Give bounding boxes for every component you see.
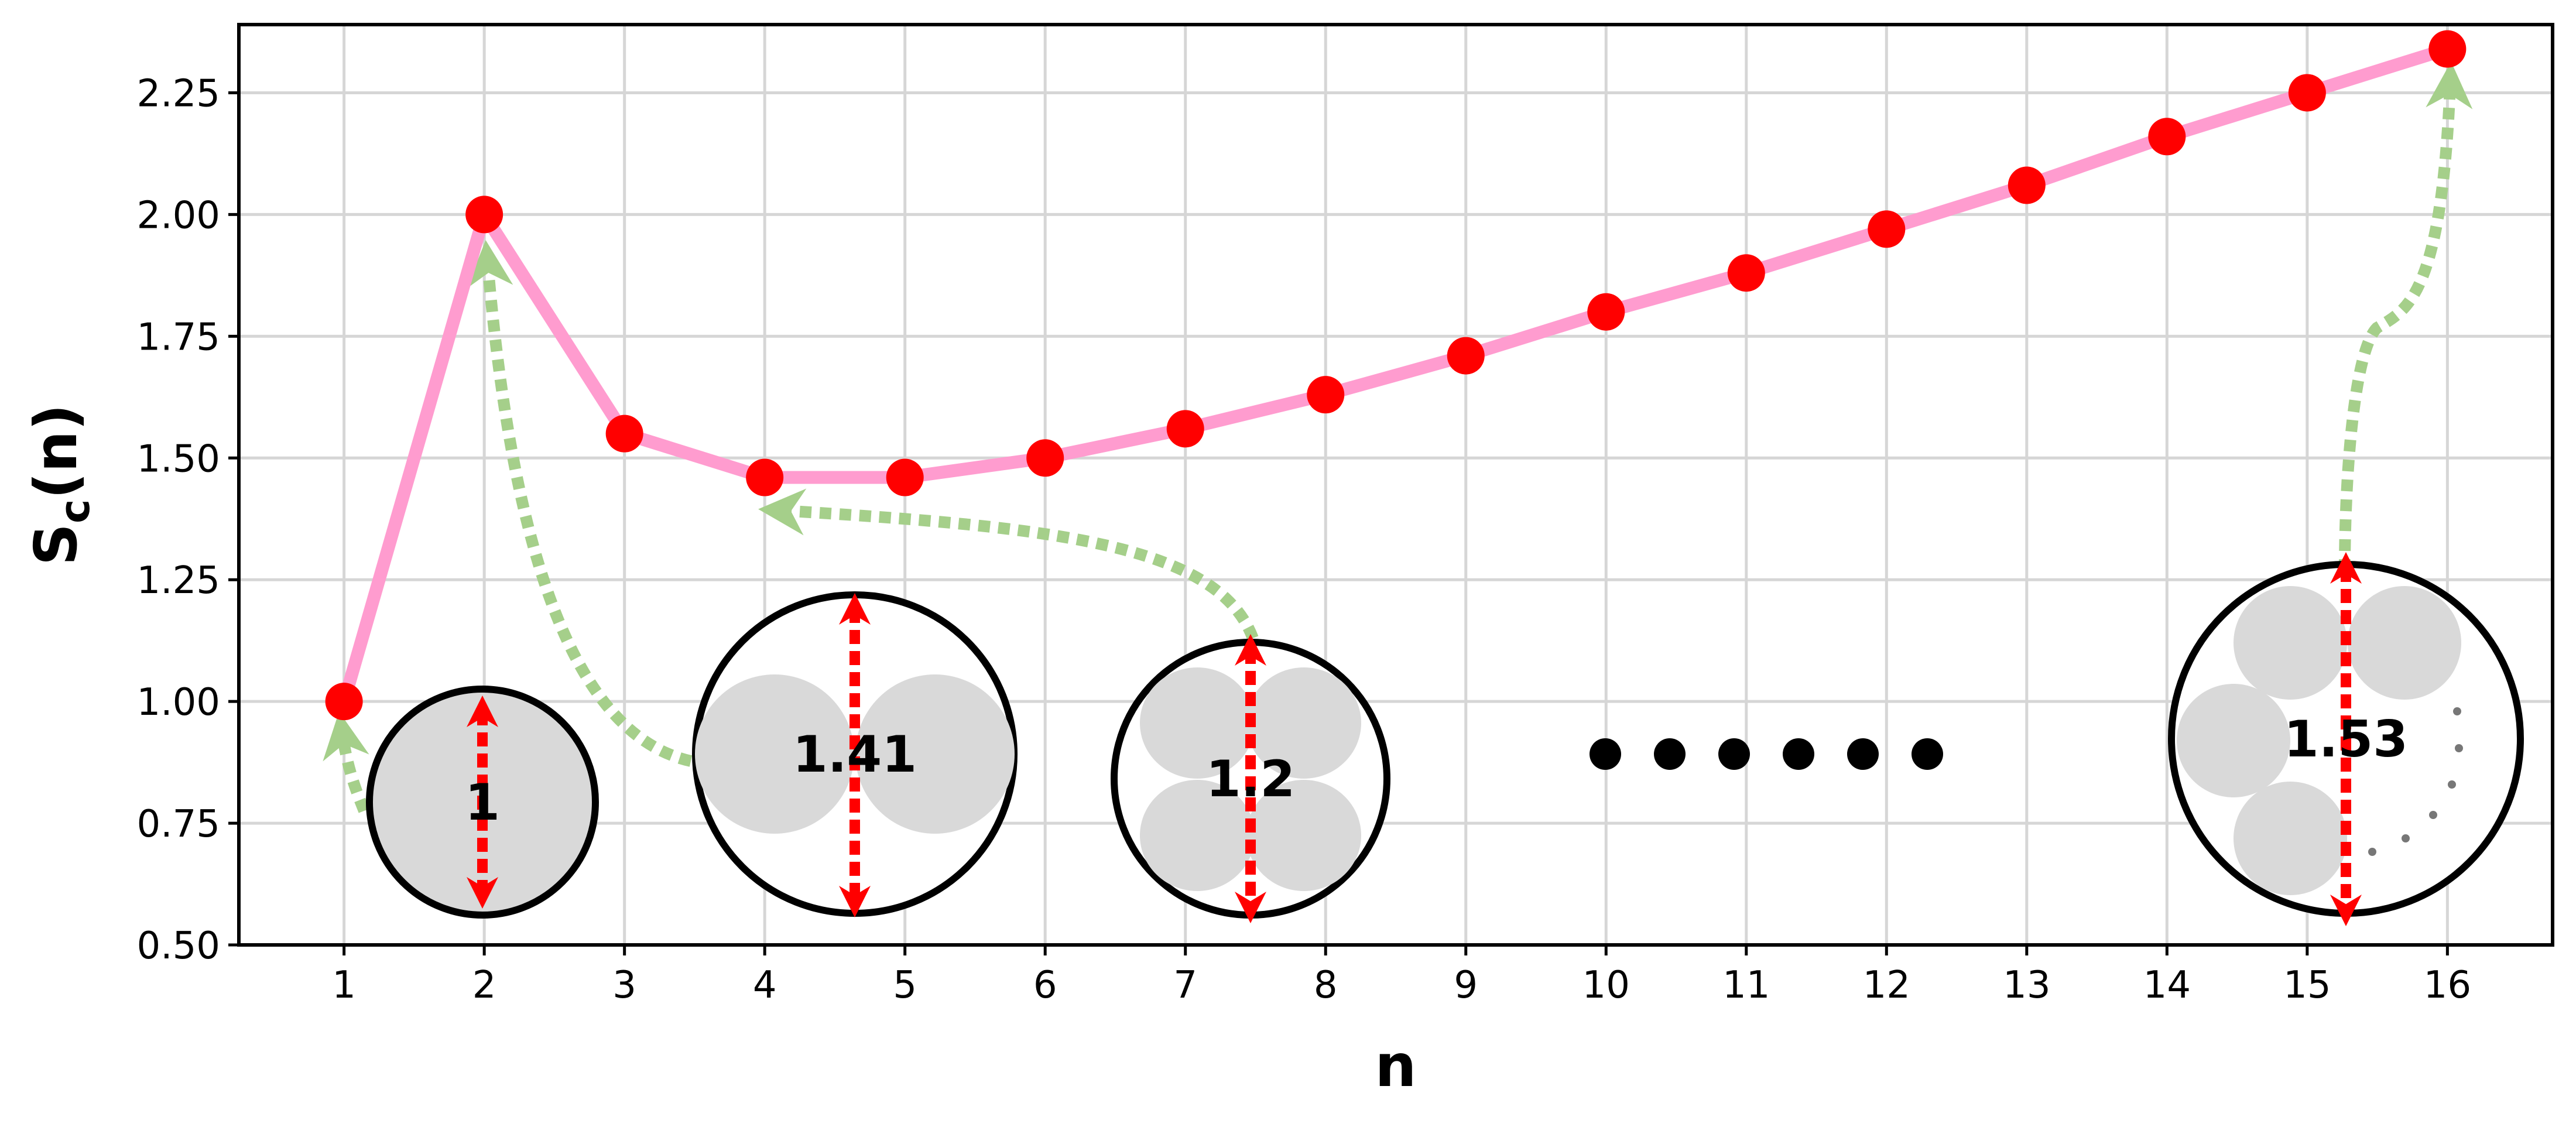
- annotation-arrow-1-2: [758, 488, 1259, 640]
- y-tick-label: 1.00: [137, 681, 221, 724]
- data-point: [1307, 376, 1345, 414]
- x-tick-label: 14: [2143, 964, 2191, 1007]
- diameter-label: 1.41: [793, 725, 917, 784]
- packed-disk: [695, 674, 854, 834]
- x-tick-label: 11: [1722, 964, 1770, 1007]
- packed-disk: [1140, 667, 1255, 779]
- data-point: [2008, 166, 2046, 204]
- data-point: [465, 196, 503, 234]
- packing-diagram-2: 1.41: [692, 591, 1018, 917]
- x-tick-label: 3: [612, 964, 636, 1007]
- x-tick-label: 9: [1454, 964, 1478, 1007]
- packed-disk: [855, 674, 1015, 834]
- data-point: [2288, 74, 2326, 112]
- packing-diagram-4: 1.2: [1111, 634, 1390, 923]
- y-tick-label: 2.00: [137, 194, 221, 237]
- data-point: [746, 458, 784, 496]
- ellipsis-dots: [1590, 738, 1943, 770]
- x-tick-label: 13: [2003, 964, 2050, 1007]
- data-point: [1587, 293, 1625, 331]
- continuation-dots: [2368, 707, 2463, 856]
- ellipsis-dot: [1654, 738, 1686, 770]
- ellipsis-dot: [1718, 738, 1750, 770]
- packed-disk: [1246, 780, 1361, 891]
- data-markers: [325, 30, 2467, 721]
- y-tick-labels: 0.50 0.75 1.00 1.25 1.50 1.75 2.00 2.25: [137, 72, 239, 968]
- x-tick-labels: 1 2 3 4 5 6 7 8 9 10 11 12 13 14 15 16: [332, 945, 2471, 1007]
- x-tick-label: 15: [2283, 964, 2331, 1007]
- ellipsis-dot: [1847, 738, 1879, 770]
- packed-disk: [2234, 586, 2347, 700]
- ellipsis-dot: [1783, 738, 1814, 770]
- data-point: [1166, 410, 1204, 448]
- diameter-label: 1.53: [2284, 710, 2408, 769]
- data-point: [2148, 118, 2186, 156]
- data-point: [1447, 337, 1485, 375]
- packed-disk: [2234, 782, 2347, 895]
- data-point: [2428, 30, 2467, 68]
- diameter-label: 1: [465, 773, 500, 832]
- packed-disk: [1140, 780, 1255, 891]
- annotation-arrow-1-41: [466, 240, 693, 767]
- y-tick-label: 0.75: [137, 803, 221, 846]
- y-tick-label: 1.75: [137, 316, 221, 359]
- annotation-arrow-1: [323, 711, 370, 813]
- x-tick-label: 10: [1582, 964, 1630, 1007]
- packed-disk: [2177, 684, 2290, 797]
- diameter-label: 1.2: [1206, 750, 1295, 809]
- x-tick-label: 5: [893, 964, 917, 1007]
- y-tick-label: 2.25: [137, 72, 221, 115]
- series-line: [338, 43, 2450, 704]
- plot-frame: [237, 23, 2554, 947]
- y-axis-title: Sc(n): [22, 404, 99, 566]
- packing-diagram-16: 1.53: [2168, 552, 2524, 926]
- x-tick-label: 6: [1033, 964, 1057, 1007]
- x-tick-label: 8: [1314, 964, 1338, 1007]
- annotation-arrows: [323, 61, 2473, 813]
- data-point: [325, 683, 363, 721]
- y-tick-label: 1.25: [137, 559, 221, 602]
- annotation-arrow-1-53: [2339, 61, 2473, 571]
- x-tick-label: 12: [1863, 964, 1910, 1007]
- x-axis-title: n: [1375, 1032, 1416, 1100]
- data-point: [1026, 439, 1064, 477]
- packed-disk: [1246, 667, 1361, 779]
- packing-diagram-1: 1: [366, 686, 599, 919]
- packed-disk: [2348, 586, 2461, 700]
- ellipsis-dot: [1590, 738, 1621, 770]
- data-point: [1727, 254, 1765, 292]
- data-point: [886, 458, 924, 496]
- ellipsis-dot: [1912, 738, 1943, 770]
- data-point: [605, 415, 643, 453]
- x-tick-label: 1: [332, 964, 356, 1007]
- data-point: [1868, 210, 1906, 248]
- x-tick-label: 7: [1173, 964, 1197, 1007]
- x-tick-label: 16: [2424, 964, 2471, 1007]
- y-tick-label: 0.50: [137, 924, 221, 968]
- y-tick-label: 1.50: [137, 437, 221, 481]
- x-tick-label: 4: [753, 964, 777, 1007]
- x-tick-label: 2: [472, 964, 496, 1007]
